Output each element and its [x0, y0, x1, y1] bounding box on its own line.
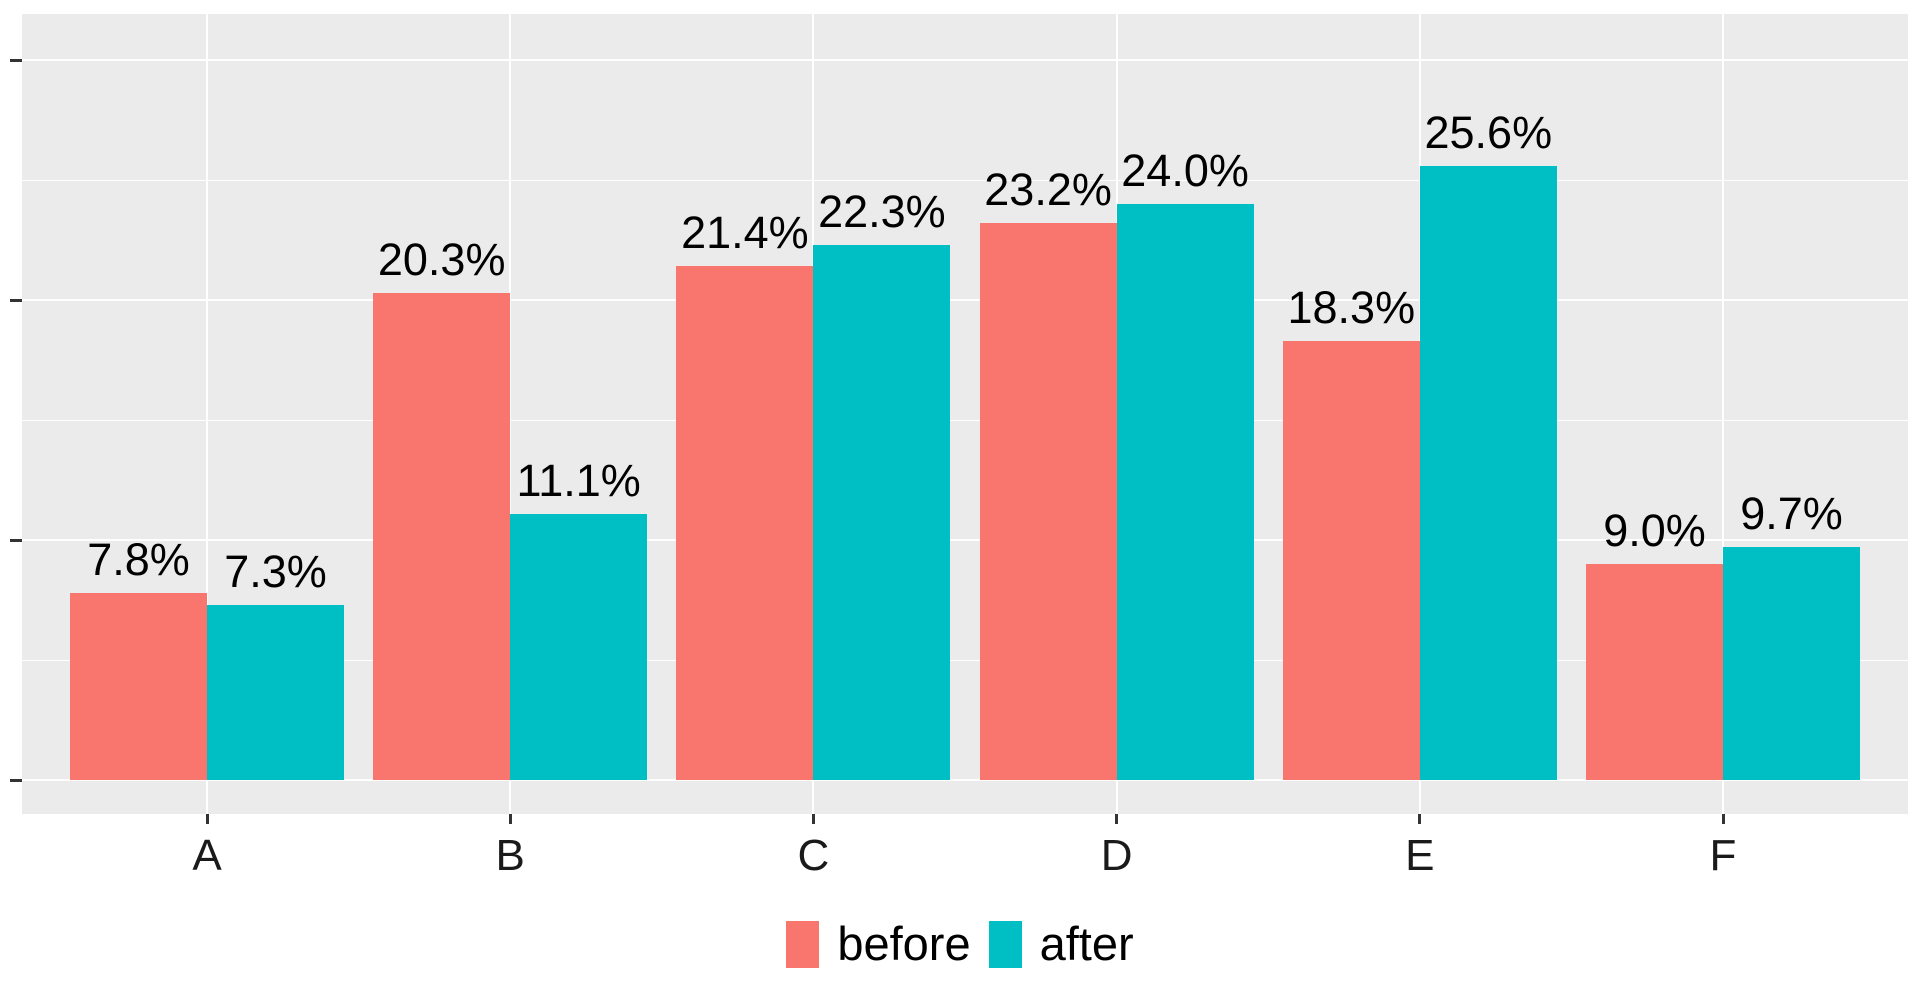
bar-value-label-after-F: 9.7%	[1740, 488, 1843, 540]
bar-value-label-before-B: 20.3%	[377, 233, 506, 285]
bar-value-label-before-D: 23.2%	[984, 164, 1112, 216]
y-axis-tick	[10, 299, 22, 302]
x-axis-label-E: E	[1405, 831, 1435, 880]
y-axis-tick	[10, 539, 22, 542]
bar-before-E	[1282, 340, 1420, 780]
bar-before-D	[979, 223, 1117, 780]
gridline-major-y	[22, 779, 1908, 781]
legend-swatch-after	[988, 920, 1022, 968]
bar-after-D	[1116, 204, 1254, 780]
gridline-minor-y	[22, 180, 1908, 181]
x-axis-label-F: F	[1709, 831, 1737, 880]
x-axis-tick-E	[1418, 814, 1422, 824]
legend-entry-before: before	[786, 917, 971, 970]
x-axis-tick-F	[1721, 814, 1725, 824]
x-axis-tick-D	[1115, 814, 1119, 824]
legend: before after	[0, 913, 1920, 975]
bar-value-label-before-E: 18.3%	[1287, 281, 1416, 333]
legend-swatch-before	[786, 920, 820, 968]
legend-label-after: after	[1039, 917, 1134, 970]
plot-panel: 7.8% 7.3% 20.3% 11.1% 21.4% 22.3% 23.2% 24.0% 18…	[22, 14, 1908, 814]
x-axis-tick-C	[811, 814, 815, 824]
gridline-major-y	[22, 59, 1908, 61]
bar-value-label-after-A: 7.3%	[224, 545, 327, 597]
bar-before-B	[373, 292, 511, 780]
bar-after-A	[207, 604, 344, 780]
y-axis-tick	[10, 779, 22, 782]
gridline-major-x	[206, 14, 208, 814]
bar-value-label-after-C: 22.3%	[818, 185, 946, 237]
x-axis-label-D: D	[1100, 831, 1133, 880]
bar-before-F	[1586, 564, 1723, 780]
legend-label-before: before	[837, 917, 971, 970]
y-axis-tick	[10, 59, 22, 62]
x-axis-label-C: C	[797, 831, 830, 880]
bar-value-label-after-E: 25.6%	[1424, 106, 1553, 158]
bar-value-label-before-F: 9.0%	[1603, 505, 1706, 556]
bar-before-A	[70, 592, 207, 780]
bar-value-label-after-D: 24.0%	[1121, 145, 1249, 196]
gridline-major-x	[1722, 14, 1724, 814]
bar-value-label-after-B: 11.1%	[516, 454, 641, 506]
gridline-major-y	[22, 299, 1908, 301]
x-axis-label-B: B	[495, 831, 525, 880]
bar-before-C	[676, 266, 814, 780]
bar-after-C	[813, 244, 951, 780]
bar-after-F	[1723, 547, 1860, 780]
x-axis-tick-A	[205, 814, 209, 824]
bar-after-E	[1419, 165, 1557, 780]
x-axis-label-A: A	[192, 831, 222, 880]
bar-value-label-before-C: 21.4%	[681, 207, 809, 259]
x-axis-tick-B	[508, 814, 512, 824]
gridline-minor-y	[22, 660, 1908, 661]
bar-after-B	[510, 513, 648, 780]
gridline-minor-y	[22, 420, 1908, 421]
bar-value-label-before-A: 7.8%	[87, 533, 190, 585]
gridline-major-y	[22, 539, 1908, 541]
gridline-major-x	[509, 14, 512, 814]
legend-entry-after: after	[988, 917, 1134, 970]
